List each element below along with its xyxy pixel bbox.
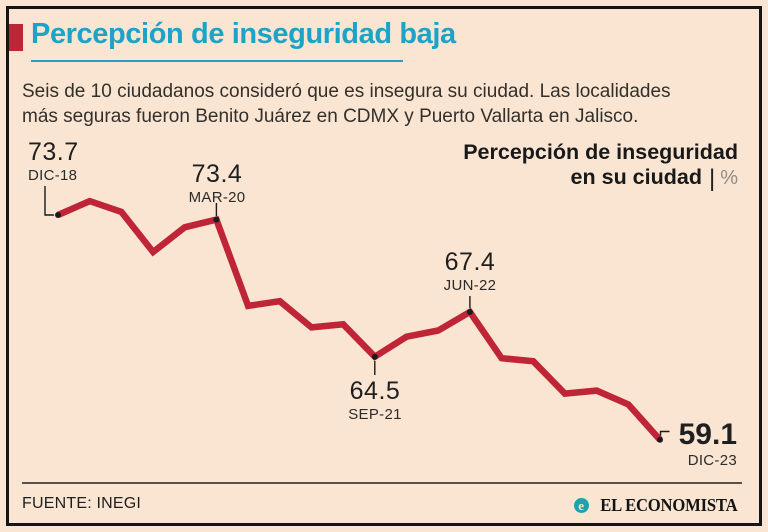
subtitle-line-1: Seis de 10 ciudadanos consideró que es i… — [22, 81, 671, 102]
annotation-sep21: 64.5 SEP-21 — [314, 378, 436, 423]
annotation-value: 73.4 — [191, 160, 243, 188]
annotation-date: JUN-22 — [443, 277, 497, 294]
annotation-date: MAR-20 — [188, 189, 246, 206]
annotation-date: DIC-23 — [687, 452, 737, 469]
chart-title-line-2: en su ciudad |% — [570, 165, 738, 192]
data-point-dots — [55, 212, 663, 443]
el-economista-logo-icon: e — [573, 498, 589, 513]
annotation-dic18: 73.7 DIC-18 — [28, 139, 79, 184]
insecurity-trend-line — [56, 197, 663, 442]
publisher-brand: e EL ECONOMISTA — [573, 495, 737, 516]
chart-title-separator: | — [708, 165, 716, 192]
footer-divider — [22, 482, 742, 484]
annotation-mar20: 73.4 MAR-20 — [156, 161, 278, 206]
annotation-jun22: 67.4 JUN-22 — [409, 249, 531, 294]
annotation-dic23: 59.1 DIC-23 — [678, 418, 737, 470]
publisher-name: EL ECONOMISTA — [599, 495, 737, 515]
subtitle: Seis de 10 ciudadanos consideró que es i… — [22, 79, 742, 129]
subtitle-line-2: más seguras fueron Benito Juárez en CDMX… — [22, 106, 639, 127]
annotation-value: 59.1 — [678, 418, 737, 451]
chart-title: Percepción de inseguridad en su ciudad |% — [463, 140, 738, 191]
title-bullet-marker — [9, 24, 23, 51]
annotation-value: 67.4 — [444, 248, 496, 276]
title-underline — [31, 60, 403, 62]
annotation-date: SEP-21 — [348, 406, 402, 423]
chart-unit-label: % — [720, 167, 738, 189]
chart-title-line-1: Percepción de inseguridad — [463, 140, 738, 164]
page-title: Percepción de inseguridad baja — [31, 18, 456, 50]
annotation-value: 73.7 — [28, 138, 79, 166]
annotation-leader-lines — [44, 186, 670, 437]
annotation-date: DIC-18 — [28, 167, 78, 184]
source-label: FUENTE: INEGI — [22, 495, 142, 512]
annotation-value: 64.5 — [349, 377, 401, 405]
